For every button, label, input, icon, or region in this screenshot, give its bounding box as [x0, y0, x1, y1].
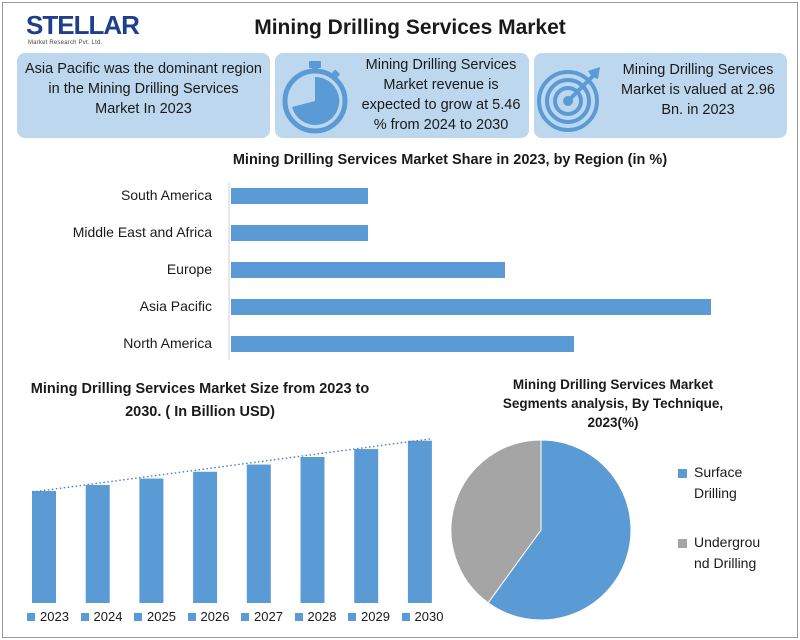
- region-bar: [231, 336, 574, 352]
- region-bar: [231, 299, 711, 315]
- legend-year-label: 2025: [147, 609, 176, 624]
- logo-brand: STELLAR: [26, 10, 140, 40]
- legend-year-item: 2023: [27, 609, 69, 624]
- target-icon: [536, 63, 606, 138]
- page-title: Mining Drilling Services Market: [254, 16, 566, 39]
- legend-swatch: [678, 469, 687, 478]
- legend-swatch: [187, 613, 196, 621]
- legend-swatch: [678, 539, 687, 548]
- pie-legend-label: Surface Drilling: [694, 464, 743, 501]
- size-bar: [139, 478, 164, 603]
- segment-chart-title: Mining Drilling Services Market Segments…: [502, 377, 724, 430]
- legend-swatch: [401, 613, 410, 621]
- size-bar: [300, 456, 325, 603]
- info-card-text: Asia Pacific was the dominant region in …: [25, 61, 262, 117]
- info-card-text: Mining Drilling Services Market is value…: [621, 62, 775, 118]
- region-label: Asia Pacific: [139, 298, 212, 314]
- pie-slice: [487, 439, 632, 621]
- legend-year-item: 2029: [348, 609, 390, 624]
- stopwatch-icon: [277, 59, 353, 140]
- size-bar: [354, 449, 379, 603]
- legend-swatch: [80, 613, 89, 621]
- pie-slice: [450, 439, 542, 604]
- pie-legend-label: Undergrou nd Drilling: [694, 534, 761, 571]
- legend-year-label: 2023: [40, 609, 69, 624]
- size-bar: [246, 464, 271, 603]
- legend-year-label: 2026: [200, 609, 230, 624]
- legend-year-label: 2029: [361, 609, 390, 624]
- legend-year-item: 2025: [134, 609, 176, 624]
- size-bar: [32, 491, 56, 603]
- legend-year-label: 2024: [93, 609, 123, 624]
- info-card-growth: Mining Drilling Services Market revenue …: [275, 53, 529, 138]
- legend-year-item: 2026: [187, 609, 230, 624]
- legend-swatch: [294, 613, 303, 621]
- legend-year-item: 2028: [294, 609, 337, 624]
- region-label: Europe: [166, 261, 212, 277]
- region-label: South America: [120, 187, 212, 203]
- info-card-text: Mining Drilling Services Market revenue …: [361, 57, 521, 133]
- size-bar: [193, 471, 218, 603]
- size-bar: [85, 484, 110, 603]
- region-label: North America: [123, 335, 212, 351]
- stellar-logo: STELLAR Market Research Pvt. Ltd.: [26, 8, 140, 50]
- legend-swatch: [27, 613, 35, 621]
- region-label: Middle East and Africa: [72, 224, 212, 240]
- legend-year-item: 2027: [241, 609, 283, 624]
- legend-swatch: [241, 613, 249, 621]
- info-card-dominant-region: Asia Pacific was the dominant region in …: [17, 53, 270, 138]
- legend-swatch: [348, 613, 356, 621]
- legend-year-item: 2030: [401, 609, 444, 624]
- size-bar: [407, 440, 432, 603]
- legend-swatch: [134, 613, 142, 621]
- legend-year-label: 2027: [254, 609, 283, 624]
- logo-tagline: Market Research Pvt. Ltd.: [28, 40, 103, 46]
- region-bar: [231, 225, 368, 241]
- legend-year-label: 2028: [307, 609, 337, 624]
- legend-year-label: 2030: [414, 609, 444, 624]
- region-bar: [231, 188, 368, 204]
- legend-year-item: 2024: [80, 609, 123, 624]
- region-bar: [231, 262, 505, 278]
- size-chart-title: Mining Drilling Services Market Size fro…: [30, 381, 370, 420]
- trend-line: [31, 438, 432, 493]
- info-card-valuation: Mining Drilling Services Market is value…: [534, 53, 787, 138]
- region-chart-title: Mining Drilling Services Market Share in…: [232, 152, 668, 168]
